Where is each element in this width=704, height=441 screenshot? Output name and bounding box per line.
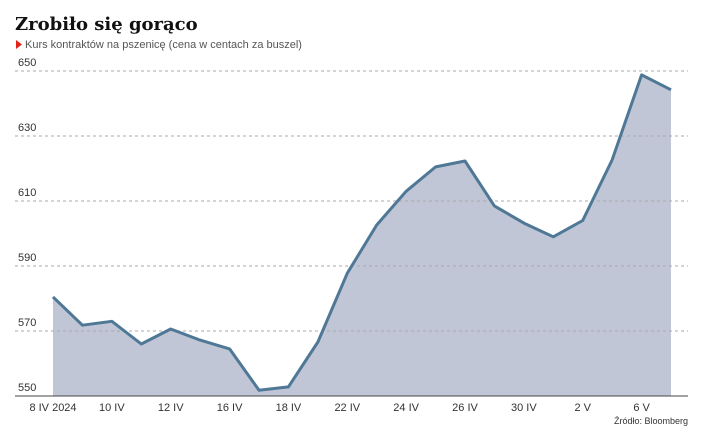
line <box>51 73 672 392</box>
x-tick-label: 26 IV <box>452 402 478 414</box>
y-tick-label: 630 <box>18 122 36 134</box>
x-tick-label: 6 V <box>633 402 650 414</box>
chart-title: Zrobiło się gorąco <box>15 14 198 35</box>
x-tick-label: 24 IV <box>393 402 419 414</box>
y-tick-label: 550 <box>18 382 36 394</box>
y-tick-label: 590 <box>18 252 36 264</box>
source: Źródło: Bloomberg <box>614 416 688 426</box>
x-tick-label: 8 IV 2024 <box>29 402 76 414</box>
x-tick-label: 2 V <box>574 402 591 414</box>
subtitle: Kurs kontraktów na pszenicę (cena w cent… <box>25 39 302 51</box>
x-tick-label: 12 IV <box>158 402 184 414</box>
x-tick-label: 30 IV <box>511 402 537 414</box>
x-tick-label: 22 IV <box>334 402 360 414</box>
x-tick-label: 18 IV <box>276 402 302 414</box>
x-tick-label: 10 IV <box>99 402 125 414</box>
x-tick-label: 16 IV <box>217 402 243 414</box>
y-tick-label: 650 <box>18 57 36 69</box>
subtitle-marker <box>16 40 22 49</box>
y-tick-label: 570 <box>18 317 36 329</box>
y-tick-label: 610 <box>18 187 36 199</box>
area <box>53 74 671 397</box>
